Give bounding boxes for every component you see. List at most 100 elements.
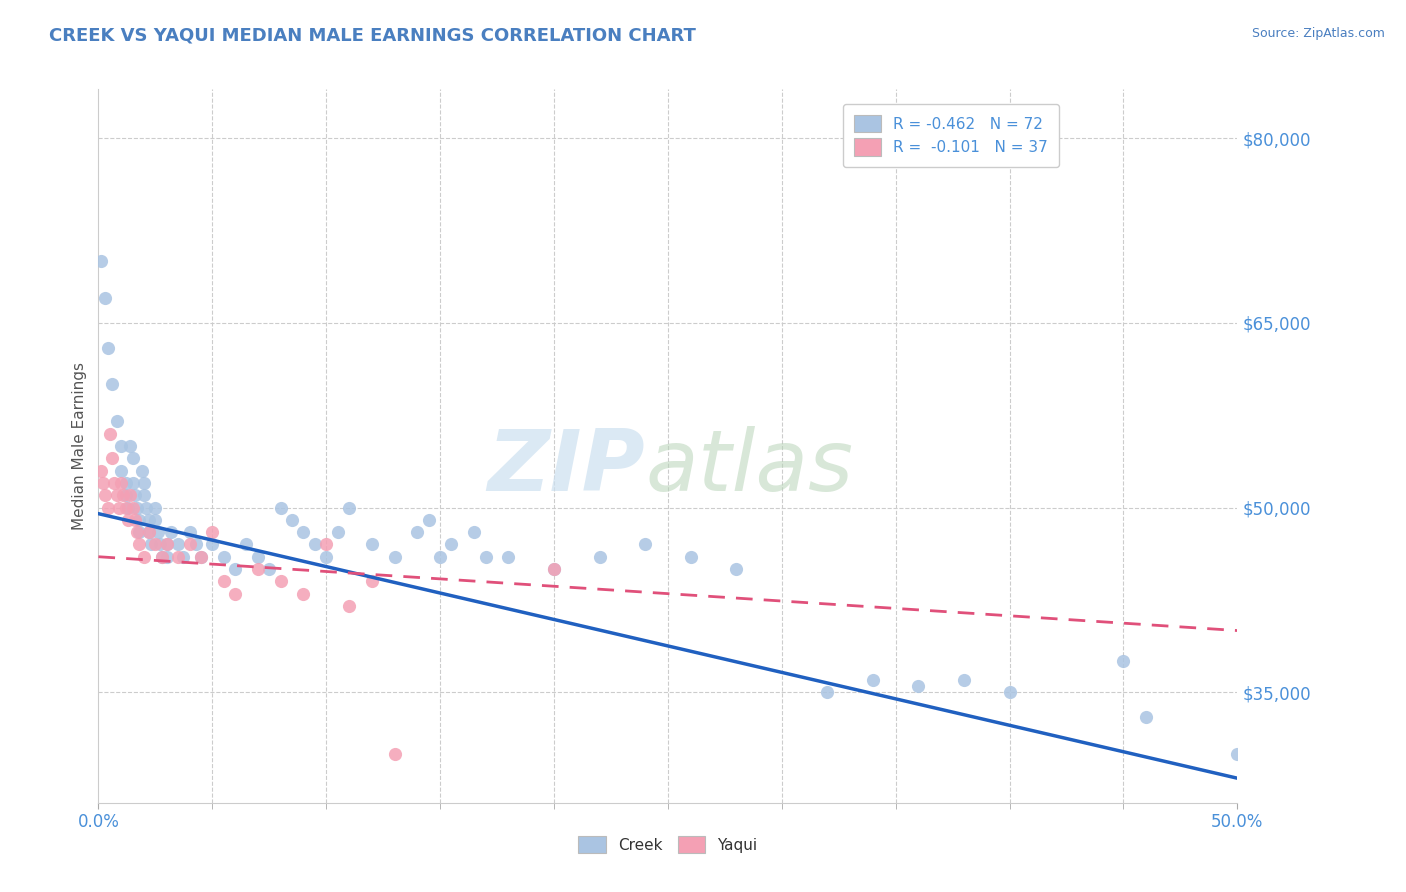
Point (246, 549, 269, 564)
Point (259, 562, 281, 576)
Legend: Creek, Yaqui: Creek, Yaqui (572, 830, 763, 859)
Point (246, 562, 269, 576)
Point (292, 525, 315, 540)
Point (429, 549, 451, 564)
Point (186, 537, 208, 551)
Point (138, 525, 160, 540)
Point (145, 513, 167, 527)
Point (384, 747, 406, 761)
Point (90, 254, 112, 268)
Point (114, 500, 136, 515)
Text: ZIP: ZIP (488, 425, 645, 509)
Point (132, 475, 155, 490)
Point (156, 549, 179, 564)
Point (105, 414, 128, 428)
Point (117, 500, 139, 515)
Point (150, 549, 173, 564)
Point (474, 549, 496, 564)
Text: CREEK VS YAQUI MEDIAN MALE EARNINGS CORRELATION CHART: CREEK VS YAQUI MEDIAN MALE EARNINGS CORR… (49, 27, 696, 45)
Point (110, 439, 132, 453)
Point (235, 537, 257, 551)
Point (121, 451, 143, 466)
Point (292, 587, 315, 601)
Point (139, 537, 162, 551)
Point (167, 549, 190, 564)
Point (212, 549, 235, 564)
Point (418, 513, 440, 527)
Point (190, 549, 212, 564)
Point (156, 537, 179, 551)
Point (121, 475, 143, 490)
Point (132, 488, 155, 502)
Point (224, 587, 246, 601)
Point (101, 451, 124, 466)
Point (315, 537, 337, 551)
Point (94, 291, 117, 305)
Point (179, 537, 201, 551)
Point (110, 475, 132, 490)
Point (117, 513, 139, 527)
Point (124, 488, 146, 502)
Point (112, 488, 135, 502)
Point (96, 341, 118, 355)
Point (1226, 747, 1249, 761)
Point (725, 562, 748, 576)
Point (212, 574, 235, 589)
Point (998, 685, 1021, 699)
Point (98, 426, 121, 441)
Text: Source: ZipAtlas.com: Source: ZipAtlas.com (1251, 27, 1385, 40)
Point (337, 599, 360, 613)
Point (190, 549, 212, 564)
Point (145, 500, 167, 515)
Point (114, 475, 136, 490)
Point (138, 525, 160, 540)
Point (167, 537, 190, 551)
Point (679, 549, 702, 564)
Point (114, 488, 136, 502)
Point (815, 685, 838, 699)
Point (360, 537, 382, 551)
Point (270, 500, 292, 515)
Point (127, 500, 149, 515)
Y-axis label: Median Male Earnings: Median Male Earnings (72, 362, 87, 530)
Point (108, 500, 131, 515)
Text: atlas: atlas (645, 425, 853, 509)
Point (337, 500, 360, 515)
Point (120, 488, 142, 502)
Point (128, 537, 150, 551)
Point (149, 537, 172, 551)
Point (128, 513, 150, 527)
Point (543, 562, 565, 576)
Point (953, 673, 976, 687)
Point (90, 464, 112, 478)
Point (135, 500, 157, 515)
Point (103, 475, 125, 490)
Point (440, 537, 463, 551)
Point (384, 549, 406, 564)
Point (94, 488, 117, 502)
Point (160, 525, 183, 540)
Point (156, 537, 179, 551)
Point (150, 549, 173, 564)
Point (131, 464, 153, 478)
Point (270, 574, 292, 589)
Point (91, 475, 114, 490)
Point (172, 549, 194, 564)
Point (281, 513, 304, 527)
Point (145, 537, 167, 551)
Point (1135, 709, 1157, 723)
Point (201, 525, 224, 540)
Point (179, 525, 201, 540)
Point (96, 500, 118, 515)
Point (110, 464, 132, 478)
Point (128, 525, 150, 540)
Point (124, 513, 146, 527)
Point (132, 549, 155, 564)
Point (127, 525, 149, 540)
Point (201, 537, 224, 551)
Point (105, 488, 128, 502)
Point (120, 439, 142, 453)
Point (326, 525, 349, 540)
Point (138, 513, 160, 527)
Point (862, 673, 884, 687)
